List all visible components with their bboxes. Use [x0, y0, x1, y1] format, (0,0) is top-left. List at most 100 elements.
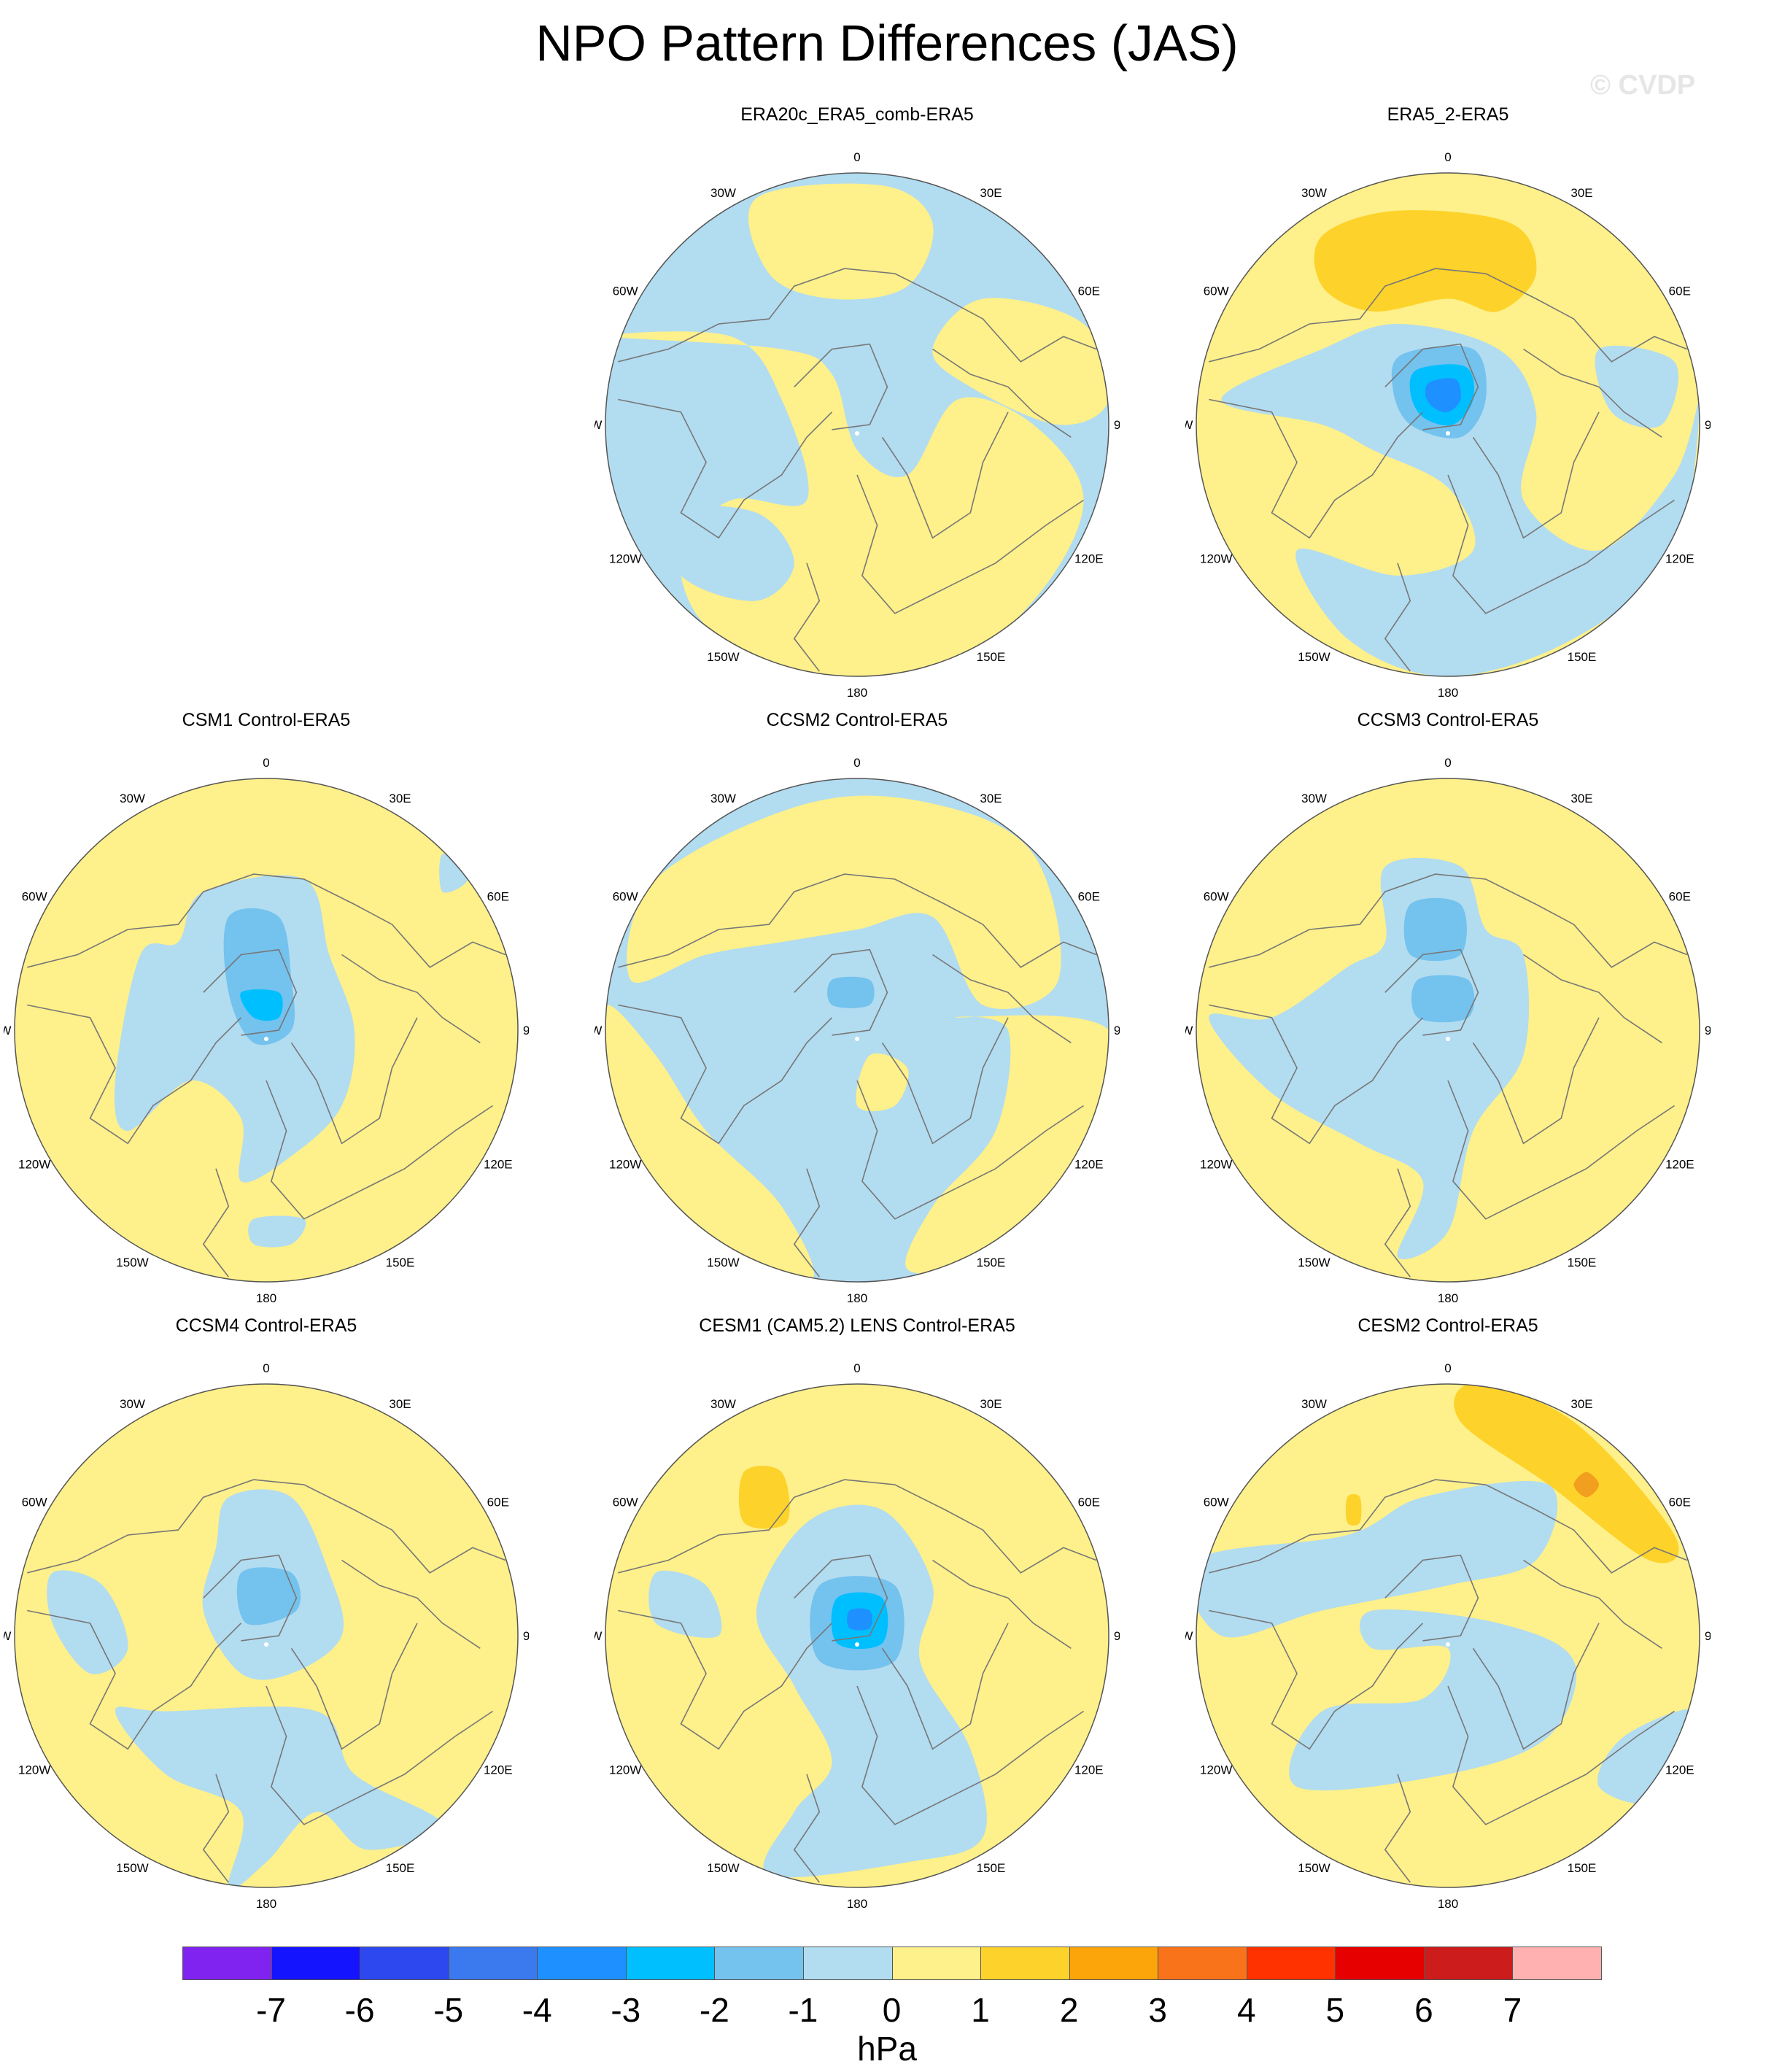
longitude-label: 0: [263, 756, 269, 770]
longitude-label: 0: [1444, 756, 1451, 770]
anomaly-contour-neg3: [240, 989, 283, 1021]
longitude-label: 90W: [4, 1629, 11, 1643]
coastline: [1209, 873, 1688, 968]
longitude-label: 60E: [487, 890, 509, 904]
panel-title: CCSM3 Control-ERA5: [1357, 710, 1539, 730]
longitude-label: 30W: [1301, 186, 1327, 200]
longitude-label: 60W: [1204, 890, 1229, 904]
map-boundary: [605, 1383, 1109, 1888]
north-pole-marker: [855, 1037, 859, 1041]
longitude-label: 120W: [18, 1158, 50, 1172]
longitude-label: 60E: [1669, 890, 1691, 904]
coastline: [203, 948, 298, 1036]
polar-map: 180 150E 120E 90E 60E 30E 0 30W 60W 90W 120W 150W: [1185, 150, 1711, 700]
longitude-label: 60W: [613, 285, 638, 298]
longitude-label: 120W: [609, 1158, 641, 1172]
longitude-label: 120W: [1200, 1158, 1232, 1172]
longitude-label: 30E: [1570, 186, 1592, 200]
map-panel: CSM1 Control-ERA5 180 150E 120E 90E 60E 30E 0 30…: [4, 709, 529, 1315]
north-pole-marker: [264, 1642, 268, 1647]
map-boundary: [1196, 172, 1700, 677]
colorbar-swatch: [1158, 1947, 1247, 1980]
coastline: [341, 954, 481, 1043]
longitude-label: 60W: [1204, 285, 1229, 298]
colorbar-swatch: [1246, 1947, 1336, 1980]
anomaly-contour-pos2: [1454, 1384, 1679, 1563]
colorbar-swatch: [1512, 1947, 1602, 1980]
longitude-label: 180: [847, 686, 867, 700]
longitude-label: 60W: [1204, 1496, 1229, 1509]
colorbar-swatch: [537, 1947, 627, 1980]
anomaly-contour-pos2: [1345, 1493, 1362, 1526]
longitude-label: 120W: [1200, 1763, 1232, 1777]
longitude-label: 60E: [1078, 285, 1100, 298]
coastline: [932, 1559, 1072, 1649]
coastline: [793, 563, 821, 672]
polar-map: 180 150E 120E 90E 60E 30E 0 30W 60W 90W 120W 150W: [4, 1361, 529, 1911]
colorbar-tick-label: -5: [433, 1991, 464, 2029]
panel-title: ERA20c_ERA5_comb-ERA5: [740, 104, 974, 125]
longitude-label: 90W: [594, 418, 602, 432]
anomaly-contour-pos2: [1314, 210, 1537, 312]
longitude-label: 60E: [1078, 890, 1100, 904]
anomaly-contour-neg4: [1425, 378, 1461, 413]
longitude-label: 90W: [1185, 418, 1193, 432]
longitude-label: 30W: [1301, 1397, 1327, 1411]
anomaly-contour-pos1: [905, 1015, 1109, 1275]
anomaly-contour-neg1: [115, 875, 355, 1183]
coastline: [203, 1554, 298, 1642]
longitude-label: 120E: [1074, 1763, 1104, 1777]
anomaly-contour-neg2: [1411, 975, 1475, 1023]
longitude-label: 0: [1444, 150, 1451, 164]
longitude-label: 120W: [609, 552, 641, 566]
longitude-label: 150W: [116, 1861, 148, 1875]
coastline: [1209, 1479, 1688, 1574]
anomaly-contour-neg1: [1595, 345, 1678, 428]
map-boundary: [14, 1383, 519, 1888]
coastline: [881, 1017, 1009, 1145]
longitude-label: 120E: [1665, 1158, 1694, 1172]
polar-map: 180 150E 120E 90E 60E 30E 0 30W 60W 90W 120W 150W: [1185, 756, 1711, 1305]
coastline: [266, 1685, 493, 1825]
panel-title: CCSM4 Control-ERA5: [175, 1315, 357, 1336]
anomaly-contour-neg1: [648, 1570, 722, 1638]
coastline: [618, 1609, 833, 1750]
anomaly-contour-neg1: [115, 1706, 443, 1887]
map-boundary: [1196, 1383, 1700, 1888]
coastline: [856, 1080, 1084, 1220]
longitude-label: 60E: [1078, 1496, 1100, 1509]
longitude-label: 30E: [389, 1397, 411, 1411]
colorbar-swatch: [980, 1947, 1070, 1980]
longitude-label: 120E: [1074, 1158, 1104, 1172]
north-pole-marker: [855, 1642, 859, 1647]
coastline: [266, 1080, 493, 1220]
coastline: [1447, 1080, 1675, 1220]
coastline: [1447, 474, 1675, 614]
longitude-label: 180: [1438, 1291, 1458, 1305]
longitude-label: 150W: [1298, 650, 1330, 664]
anomaly-contour-neg1: [1289, 1609, 1577, 1791]
longitude-label: 180: [847, 1291, 867, 1305]
anomaly-contour-neg1: [662, 506, 794, 601]
anomaly-contour-pos1: [605, 1005, 814, 1282]
colorbar-tick-label: -6: [344, 1991, 375, 2029]
map-panel: CESM1 (CAM5.2) LENS Control-ERA5 180 150E 1…: [594, 1315, 1120, 1920]
anomaly-contour-neg1: [1221, 324, 1700, 676]
colorbar-swatch: [1069, 1947, 1159, 1980]
colorbar-tick-label: 6: [1414, 1991, 1433, 2029]
north-pole-marker: [264, 1037, 268, 1041]
longitude-label: 0: [1444, 1361, 1451, 1375]
longitude-label: 150E: [386, 1256, 415, 1269]
coastline: [794, 1554, 888, 1642]
colorbar-tick-label: -2: [699, 1991, 729, 2029]
panel-title: CESM2 Control-ERA5: [1357, 1315, 1538, 1336]
coastline: [341, 1559, 481, 1649]
longitude-label: 30E: [980, 186, 1002, 200]
polar-map: 180 150E 120E 90E 60E 30E 0 30W 60W 90W 120W 150W: [4, 756, 529, 1305]
coastline: [1209, 1004, 1424, 1145]
longitude-label: 120W: [18, 1763, 50, 1777]
coastline: [1384, 343, 1479, 430]
colorbar-swatch: [182, 1947, 272, 1980]
longitude-label: 30W: [710, 186, 736, 200]
north-pole-marker: [1446, 1037, 1450, 1041]
